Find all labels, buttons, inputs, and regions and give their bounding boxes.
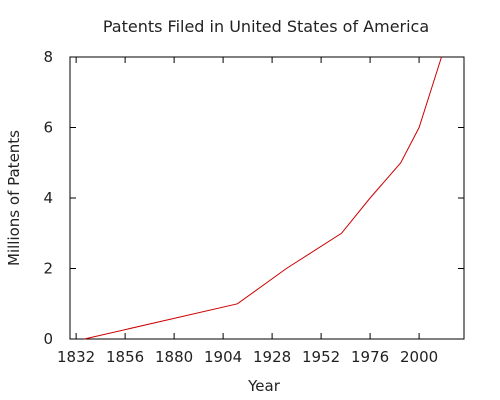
y-axis-ticks: 0 2 4 6 8 bbox=[43, 48, 464, 348]
x-tick-label: 1832 bbox=[57, 348, 95, 366]
y-tick-label: 8 bbox=[43, 48, 53, 66]
y-tick-label: 2 bbox=[43, 260, 53, 278]
series-line bbox=[84, 56, 442, 340]
x-tick-label: 1952 bbox=[302, 348, 340, 366]
x-axis-ticks: 1832 1856 1880 1904 1928 1952 1976 2000 bbox=[57, 57, 438, 366]
x-tick-label: 1928 bbox=[253, 348, 291, 366]
x-tick-label: 1976 bbox=[351, 348, 389, 366]
plot-frame bbox=[69, 56, 465, 340]
chart-title: Patents Filed in United States of Americ… bbox=[103, 17, 429, 36]
x-tick-label: 1856 bbox=[106, 348, 144, 366]
y-tick-label: 0 bbox=[43, 330, 53, 348]
y-tick-label: 4 bbox=[43, 189, 53, 207]
y-axis-label: Millions of Patents bbox=[5, 130, 23, 266]
x-tick-label: 1904 bbox=[204, 348, 242, 366]
y-tick-label: 6 bbox=[43, 119, 53, 137]
series-layer bbox=[84, 56, 442, 340]
x-tick-label: 2000 bbox=[400, 348, 438, 366]
x-tick-label: 1880 bbox=[155, 348, 193, 366]
x-axis-label: Year bbox=[247, 377, 281, 395]
